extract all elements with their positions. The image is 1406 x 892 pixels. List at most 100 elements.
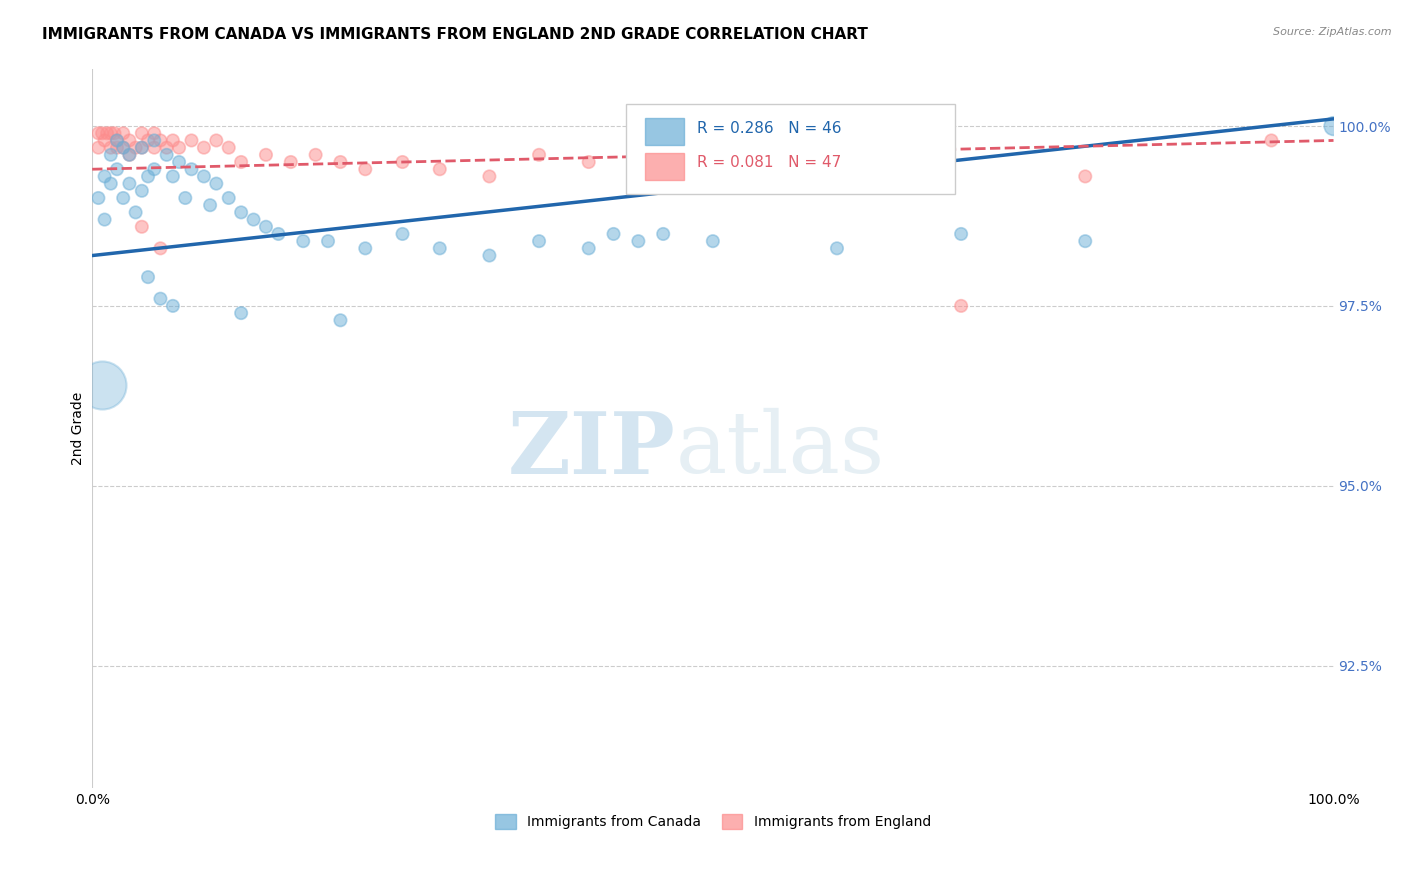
Point [112, 191, 135, 205]
Point [329, 155, 352, 169]
Point [231, 205, 253, 219]
Point [578, 241, 600, 255]
Text: atlas: atlas [676, 409, 884, 491]
Point [602, 227, 624, 241]
Point [205, 133, 228, 147]
Point [231, 155, 253, 169]
Point [93, 133, 115, 147]
Point [676, 169, 699, 184]
Point [100, 141, 122, 155]
Point [112, 126, 135, 140]
Point [527, 234, 550, 248]
Point [702, 234, 724, 248]
Point [124, 205, 146, 219]
Point [105, 141, 128, 155]
Point [143, 126, 166, 140]
Point [162, 299, 184, 313]
Point [136, 133, 159, 147]
Point [825, 155, 848, 169]
Point [167, 141, 190, 155]
Point [93, 212, 115, 227]
Point [1322, 119, 1344, 133]
Point [280, 155, 302, 169]
Point [100, 126, 122, 140]
Point [131, 141, 153, 155]
Point [254, 219, 277, 234]
Point [254, 148, 277, 162]
Point [205, 177, 228, 191]
Point [429, 162, 451, 177]
Point [149, 292, 172, 306]
Point [136, 270, 159, 285]
Point [316, 234, 339, 248]
Point [391, 155, 413, 169]
Point [162, 169, 184, 184]
Point [156, 141, 179, 155]
Point [354, 162, 377, 177]
Bar [644, 118, 685, 145]
Point [1260, 133, 1282, 147]
Point [193, 141, 215, 155]
Point [218, 141, 240, 155]
Point [118, 177, 141, 191]
Point [143, 162, 166, 177]
Point [180, 133, 202, 147]
Point [627, 234, 650, 248]
Point [292, 234, 315, 248]
Legend: Immigrants from Canada, Immigrants from England: Immigrants from Canada, Immigrants from … [489, 809, 936, 835]
Text: Source: ZipAtlas.com: Source: ZipAtlas.com [1274, 27, 1392, 37]
Point [87, 191, 110, 205]
Point [87, 141, 110, 155]
Point [527, 148, 550, 162]
Point [93, 169, 115, 184]
Point [242, 212, 264, 227]
Point [1074, 169, 1097, 184]
Point [118, 148, 141, 162]
Point [329, 313, 352, 327]
Point [162, 133, 184, 147]
Point [218, 191, 240, 205]
Point [1074, 234, 1097, 248]
Point [149, 241, 172, 255]
Point [124, 141, 146, 155]
Point [131, 184, 153, 198]
Point [267, 227, 290, 241]
Point [96, 126, 118, 140]
Point [112, 141, 135, 155]
Text: R = 0.081   N = 47: R = 0.081 N = 47 [697, 155, 841, 170]
Point [91, 378, 114, 392]
Point [391, 227, 413, 241]
Point [354, 241, 377, 255]
Point [131, 141, 153, 155]
Point [105, 133, 128, 147]
Point [478, 169, 501, 184]
Point [91, 126, 114, 140]
Point [950, 227, 973, 241]
Point [825, 241, 848, 255]
Point [149, 133, 172, 147]
Text: R = 0.286   N = 46: R = 0.286 N = 46 [697, 120, 841, 136]
Point [950, 299, 973, 313]
Point [105, 133, 128, 147]
Point [100, 177, 122, 191]
Point [167, 155, 190, 169]
Point [887, 162, 910, 177]
Point [429, 241, 451, 255]
Point [103, 126, 125, 140]
Point [87, 126, 110, 140]
Bar [644, 153, 685, 180]
Point [174, 191, 197, 205]
Point [198, 198, 221, 212]
Point [131, 126, 153, 140]
Y-axis label: 2nd Grade: 2nd Grade [72, 392, 86, 465]
Point [100, 148, 122, 162]
FancyBboxPatch shape [626, 104, 955, 194]
Point [143, 133, 166, 147]
Text: ZIP: ZIP [508, 408, 676, 491]
Point [193, 169, 215, 184]
Point [156, 148, 179, 162]
Point [180, 162, 202, 177]
Point [231, 306, 253, 320]
Point [118, 148, 141, 162]
Point [478, 248, 501, 262]
